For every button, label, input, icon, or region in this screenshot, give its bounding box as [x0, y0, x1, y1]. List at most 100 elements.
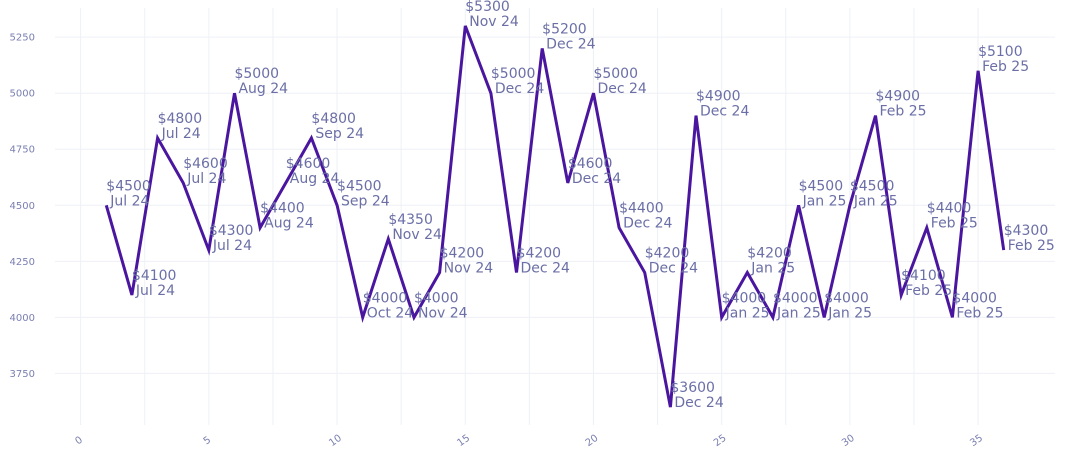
- data-label-month: Dec 24: [623, 216, 672, 232]
- data-label-month: Dec 24: [700, 104, 749, 120]
- data-label-price: $4200: [747, 246, 792, 262]
- data-label: $4400 Dec 24: [619, 201, 672, 232]
- data-label: $4400 Feb 25: [927, 201, 978, 232]
- data-label-price: $4200: [645, 246, 690, 262]
- axis-layer: 0 5 10 15 20 25 30 35 3750 4000 4250 4500 4750 5000 52…: [10, 33, 985, 449]
- data-label-month: Nov 24: [444, 261, 494, 277]
- data-label-price: $4600: [286, 156, 331, 172]
- data-label: $4500 Sep 24: [337, 178, 390, 209]
- data-label-price: $4800: [311, 111, 356, 127]
- line-layer: [104, 25, 1006, 408]
- data-label: $4900 Dec 24: [696, 89, 749, 120]
- data-label-price: $5000: [491, 66, 536, 82]
- grid-layer: [55, 8, 1055, 425]
- data-label-price: $4500: [850, 178, 895, 194]
- x-tick-label: 35: [968, 433, 985, 449]
- data-label-price: $4500: [799, 178, 844, 194]
- data-label: $4200 Dec 24: [517, 246, 570, 277]
- y-tick-label: 4250: [10, 257, 35, 268]
- data-label-month: Aug 24: [264, 216, 314, 232]
- data-label: $5300 Nov 24: [465, 0, 519, 30]
- data-label-price: $4400: [260, 201, 305, 217]
- data-label-price: $4000: [824, 290, 869, 306]
- data-label-month: Dec 24: [521, 261, 570, 277]
- data-label-month: Sep 24: [315, 126, 364, 142]
- data-label-month: Dec 24: [546, 36, 595, 52]
- data-label-price: $4000: [722, 290, 767, 306]
- data-label-month: Feb 25: [880, 104, 927, 120]
- label-layer: $4500 Jul 24$4100 Jul 24$4800 Jul 24$4600 Ju…: [106, 0, 1054, 411]
- data-label-price: $4300: [209, 223, 254, 239]
- y-tick-label: 4000: [10, 313, 35, 324]
- data-label-month: Feb 25: [982, 59, 1029, 75]
- x-tick-label: 25: [712, 433, 729, 449]
- data-label: $4000 Nov 24: [414, 290, 468, 321]
- data-label-price: $5000: [234, 66, 279, 82]
- data-label-month: Aug 24: [238, 81, 288, 97]
- data-label: $4350 Nov 24: [388, 212, 442, 243]
- data-label-month: Jan 25: [802, 193, 847, 209]
- data-label: $4200 Nov 24: [440, 246, 494, 277]
- data-label: $4000 Jan 25: [824, 290, 872, 321]
- data-label: $4100 Feb 25: [901, 268, 952, 299]
- data-label-price: $4500: [337, 178, 382, 194]
- data-label-month: Nov 24: [392, 227, 442, 243]
- data-label: $4600 Dec 24: [568, 156, 621, 187]
- data-label: $5000 Aug 24: [234, 66, 288, 97]
- data-label-month: Dec 24: [572, 171, 621, 187]
- data-label: $4500 Jan 25: [850, 178, 898, 209]
- data-label-month: Nov 24: [418, 305, 468, 321]
- data-label-month: Jan 25: [725, 305, 770, 321]
- data-label: $4000 Feb 25: [952, 290, 1003, 321]
- data-label-month: Sep 24: [341, 193, 390, 209]
- data-label-month: Jul 24: [161, 126, 201, 142]
- data-label-price: $4000: [952, 290, 997, 306]
- data-label-price: $4900: [696, 89, 741, 105]
- data-label: $4000 Jan 25: [773, 290, 821, 321]
- data-label: $4200 Jan 25: [747, 246, 795, 277]
- data-label-price: $4000: [363, 290, 408, 306]
- data-label-month: Jul 24: [135, 283, 175, 299]
- y-tick-label: 4750: [10, 145, 35, 156]
- data-label: $4600 Aug 24: [286, 156, 340, 187]
- data-label-price: $4400: [927, 201, 972, 217]
- data-label: $5000 Dec 24: [491, 66, 544, 97]
- data-label-price: $4900: [876, 89, 921, 105]
- data-label-month: Jul 24: [212, 238, 252, 254]
- data-label-price: $5300: [465, 0, 510, 15]
- data-label-price: $4600: [568, 156, 613, 172]
- data-label-month: Jan 25: [853, 193, 898, 209]
- data-label-month: Dec 24: [649, 261, 698, 277]
- data-label: $4000 Oct 24: [363, 290, 414, 321]
- data-label-month: Oct 24: [367, 305, 414, 321]
- data-label-price: $4100: [132, 268, 177, 284]
- data-label: $4100 Jul 24: [132, 268, 177, 299]
- data-label-month: Dec 24: [597, 81, 646, 97]
- series-line: [104, 25, 1006, 408]
- data-label: $4900 Feb 25: [876, 89, 927, 120]
- data-label-month: Feb 25: [1008, 238, 1055, 254]
- data-label-price: $5100: [978, 44, 1023, 60]
- data-label-month: Jul 24: [186, 171, 226, 187]
- data-label: $4300 Jul 24: [209, 223, 254, 254]
- data-label-price: $4000: [773, 290, 818, 306]
- x-tick-label: 30: [840, 433, 857, 449]
- data-label-price: $4200: [517, 246, 562, 262]
- x-tick-label: 0: [73, 435, 85, 448]
- data-label-price: $3600: [670, 380, 715, 396]
- data-label-month: Dec 24: [674, 395, 723, 411]
- data-label: $4800 Jul 24: [158, 111, 203, 142]
- data-label-month: Aug 24: [290, 171, 340, 187]
- data-label: $5200 Dec 24: [542, 21, 595, 52]
- data-label-price: $4400: [619, 201, 664, 217]
- data-label-price: $4600: [183, 156, 228, 172]
- data-label-month: Feb 25: [905, 283, 952, 299]
- data-label: $4500 Jan 25: [799, 178, 847, 209]
- data-label-price: $4800: [158, 111, 203, 127]
- data-label: $4800 Sep 24: [311, 111, 364, 142]
- y-tick-label: 5250: [10, 33, 35, 44]
- data-label: $4300 Feb 25: [1004, 223, 1055, 254]
- data-label-month: Jan 25: [827, 305, 872, 321]
- data-label-month: Feb 25: [956, 305, 1003, 321]
